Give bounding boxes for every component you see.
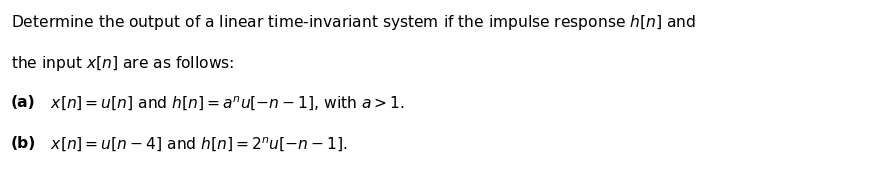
Text: $x[n] = u[n-4]$ and $h[n] = 2^nu[-n-1]$.: $x[n] = u[n-4]$ and $h[n] = 2^nu[-n-1]$. [41,136,347,154]
Text: Determine the output of a linear time-invariant system if the impulse response $: Determine the output of a linear time-in… [11,13,696,32]
Text: the input $x[n]$ are as follows:: the input $x[n]$ are as follows: [11,54,234,73]
Text: (b): (b) [11,136,36,151]
Text: (a): (a) [11,95,36,110]
Text: $x[n] = u[n]$ and $h[n] = a^nu[-n-1]$, with $a > 1$.: $x[n] = u[n]$ and $h[n] = a^nu[-n-1]$, w… [41,95,405,113]
